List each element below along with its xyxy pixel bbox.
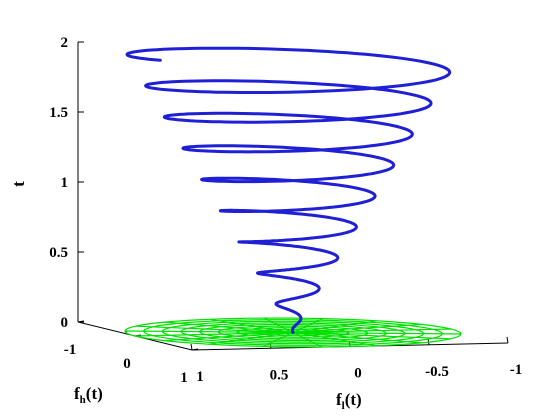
y-axis-label-sub: h (80, 394, 86, 406)
mesh-spoke (135, 325, 294, 334)
y-tick-label: 0 (123, 356, 131, 372)
projection-mesh (124, 317, 462, 348)
x-tick-label: -0.5 (425, 364, 449, 380)
mesh-spoke (292, 331, 377, 347)
x-tick-mark (506, 336, 509, 344)
mesh-spoke (209, 318, 294, 334)
z-tick-label: 0 (61, 315, 69, 331)
mesh-spoke (292, 331, 451, 340)
mesh-spoke (125, 330, 294, 334)
y-tick-label: -1 (64, 342, 77, 358)
mesh-spoke (292, 320, 378, 334)
z-tick-label: 1.5 (49, 105, 68, 121)
mesh-spoke (263, 331, 294, 347)
y-tick-mark (77, 320, 85, 323)
x-axis-label: fl(t) (336, 390, 362, 412)
mesh-spoke (292, 318, 323, 334)
z-axis-label: t (9, 181, 28, 187)
mesh-spoke (164, 321, 294, 334)
mesh-spoke (292, 323, 423, 334)
x-axis-label-main: f (336, 390, 342, 409)
x-axis-label-tail: (t) (345, 390, 362, 409)
x-tick-label: 0 (354, 366, 362, 382)
x-tick-label: 1 (196, 369, 204, 385)
y-tick-label: 1 (180, 370, 188, 386)
mesh-spoke (292, 328, 452, 334)
mesh-spoke (292, 331, 461, 335)
x-tick-mark (190, 343, 193, 351)
y-axis-label-tail: (t) (86, 384, 103, 403)
z-tick-group: 0 0.5 1 1.5 2 (49, 35, 84, 331)
y-tick-mark (191, 348, 199, 351)
mesh-spoke (163, 331, 294, 342)
mesh-spoke (208, 331, 294, 345)
z-tick-label: 0.5 (49, 245, 68, 261)
x-axis-label-sub: l (342, 400, 345, 412)
x-tick-label: 0.5 (270, 367, 289, 383)
y-axis-label: fh(t) (74, 384, 103, 406)
mesh-spoke (292, 331, 322, 348)
mesh-spoke (134, 331, 294, 337)
y-axis-label-main: f (74, 384, 80, 403)
x-tick-label: -1 (510, 362, 523, 378)
mesh-spoke (292, 331, 422, 344)
mesh-spoke (264, 317, 294, 334)
z-tick-label: 2 (61, 35, 69, 51)
z-tick-label: 1 (61, 175, 69, 191)
spiral-curve (125, 46, 452, 334)
